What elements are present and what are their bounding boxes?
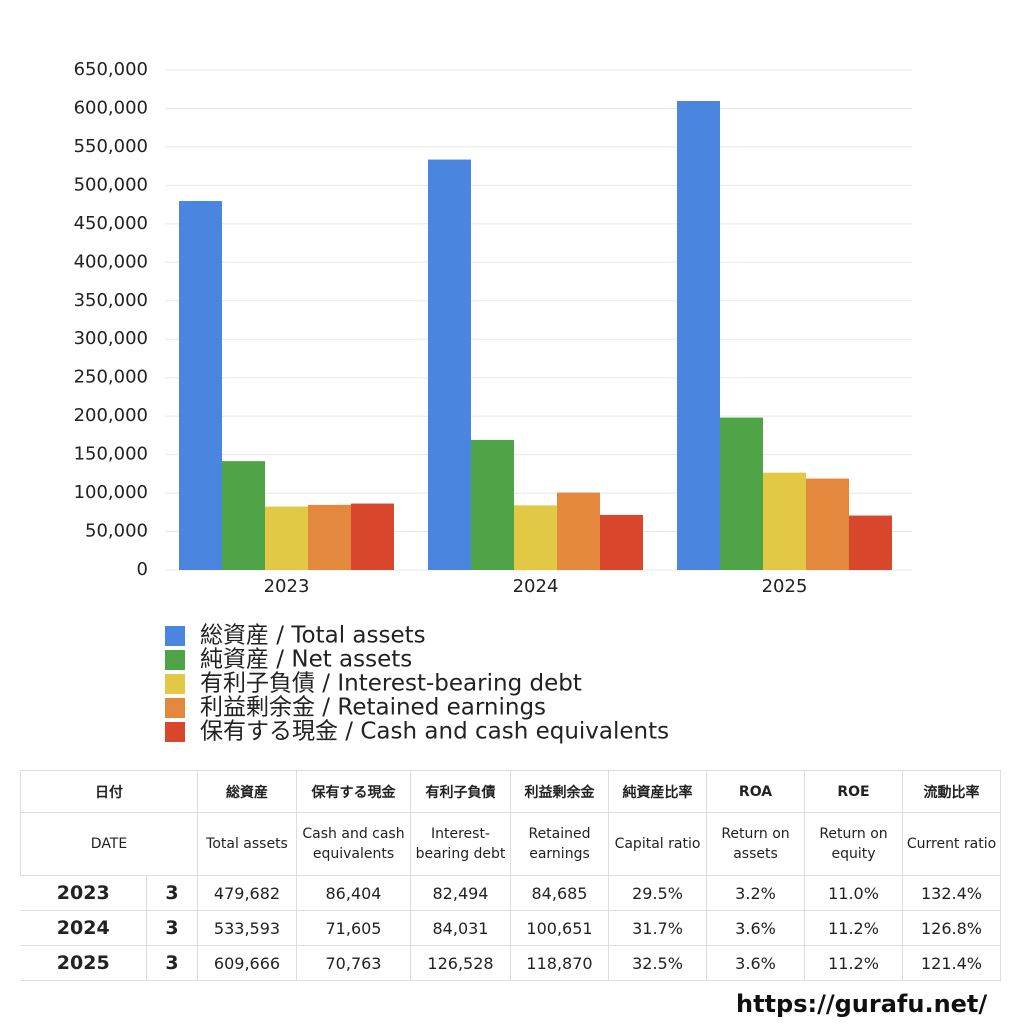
bar xyxy=(557,492,600,570)
value-cell: 84,685 xyxy=(510,875,609,911)
bar xyxy=(806,478,849,570)
x-tick-label: 2023 xyxy=(264,576,310,597)
bar xyxy=(514,505,557,570)
header-cell-ja: 日付 xyxy=(20,770,198,813)
year-cell: 2023 xyxy=(20,875,147,911)
value-cell: 84,031 xyxy=(410,910,511,946)
y-tick-label: 400,000 xyxy=(74,251,148,272)
value-cell: 126,528 xyxy=(410,945,511,981)
bar xyxy=(308,504,351,570)
y-tick-label: 600,000 xyxy=(74,97,148,118)
value-cell: 533,593 xyxy=(197,910,297,946)
bar xyxy=(265,506,308,570)
header-cell-en: DATE xyxy=(20,812,198,876)
legend-swatch xyxy=(165,674,185,694)
header-cell-en: Return on equity xyxy=(804,812,903,876)
bar xyxy=(179,201,222,570)
value-cell: 126.8% xyxy=(902,910,1001,946)
bar xyxy=(600,514,643,570)
value-cell: 479,682 xyxy=(197,875,297,911)
legend-label: 保有する現金 / Cash and cash equivalents xyxy=(200,719,669,745)
legend-label: 有利子負債 / Interest-bearing debt xyxy=(200,671,582,697)
bar xyxy=(471,439,514,570)
value-cell: 71,605 xyxy=(296,910,411,946)
header-cell-en: Current ratio xyxy=(902,812,1001,876)
header-cell-ja: 保有する現金 xyxy=(296,770,411,813)
header-cell-ja: 流動比率 xyxy=(902,770,1001,813)
value-cell: 31.7% xyxy=(608,910,707,946)
y-tick-label: 50,000 xyxy=(85,521,148,542)
legend-swatch xyxy=(165,626,185,646)
header-cell-ja: ROA xyxy=(706,770,805,813)
header-cell-ja: 純資産比率 xyxy=(608,770,707,813)
y-tick-label: 500,000 xyxy=(74,174,148,195)
legend-swatch xyxy=(165,722,185,742)
legend-label: 純資産 / Net assets xyxy=(200,647,412,673)
bar xyxy=(720,417,763,570)
legend-label: 総資産 / Total assets xyxy=(200,623,426,649)
value-cell: 118,870 xyxy=(510,945,609,981)
value-cell: 100,651 xyxy=(510,910,609,946)
year-cell: 2025 xyxy=(20,945,147,981)
chart: 0 50,000 100,000 150,000 200,000 250,000 300,0… xyxy=(74,59,912,745)
header-cell-en: Total assets xyxy=(197,812,297,876)
value-cell: 3.6% xyxy=(706,910,805,946)
header-cell-ja: ROE xyxy=(804,770,903,813)
y-tick-label: 300,000 xyxy=(74,328,148,349)
value-cell: 29.5% xyxy=(608,875,707,911)
y-tick-label: 0 xyxy=(137,559,148,580)
value-cell: 70,763 xyxy=(296,945,411,981)
footer-url: https://gurafu.net/ xyxy=(736,990,988,1018)
legend-swatch xyxy=(165,698,185,718)
header-cell-en: Return on assets xyxy=(706,812,805,876)
bar xyxy=(428,159,471,571)
value-cell: 11.2% xyxy=(804,910,903,946)
x-tick-label: 2025 xyxy=(762,576,808,597)
value-cell: 132.4% xyxy=(902,875,1001,911)
header-cell-ja: 総資産 xyxy=(197,770,297,813)
y-tick-label: 350,000 xyxy=(74,290,148,311)
month-cell: 3 xyxy=(146,910,198,946)
value-cell: 11.0% xyxy=(804,875,903,911)
y-tick-label: 100,000 xyxy=(74,482,148,503)
bar xyxy=(351,503,394,570)
y-tick-label: 450,000 xyxy=(74,213,148,234)
value-cell: 86,404 xyxy=(296,875,411,911)
month-cell: 3 xyxy=(146,945,198,981)
y-tick-label: 200,000 xyxy=(74,405,148,426)
bar xyxy=(222,461,265,570)
header-cell-ja: 有利子負債 xyxy=(410,770,511,813)
data-table: 日付 総資産 保有する現金 有利子負債 利益剰余金 純資産比率 ROA ROE 流動比率 DATE… xyxy=(20,770,1001,981)
y-tick-label: 250,000 xyxy=(74,367,148,388)
y-tick-label: 550,000 xyxy=(74,136,148,157)
year-cell: 2024 xyxy=(20,910,147,946)
value-cell: 121.4% xyxy=(902,945,1001,981)
bar xyxy=(677,101,720,570)
y-tick-label: 650,000 xyxy=(74,59,148,80)
bar xyxy=(763,472,806,570)
header-cell-en: Interest-bearing debt xyxy=(410,812,511,876)
value-cell: 11.2% xyxy=(804,945,903,981)
header-cell-en: Retained earnings xyxy=(510,812,609,876)
value-cell: 609,666 xyxy=(197,945,297,981)
value-cell: 3.2% xyxy=(706,875,805,911)
header-cell-en: Capital ratio xyxy=(608,812,707,876)
value-cell: 32.5% xyxy=(608,945,707,981)
y-tick-label: 150,000 xyxy=(74,444,148,465)
x-tick-label: 2024 xyxy=(513,576,559,597)
month-cell: 3 xyxy=(146,875,198,911)
legend-swatch xyxy=(165,650,185,670)
legend-label: 利益剰余金 / Retained earnings xyxy=(200,695,546,721)
value-cell: 82,494 xyxy=(410,875,511,911)
header-cell-ja: 利益剰余金 xyxy=(510,770,609,813)
value-cell: 3.6% xyxy=(706,945,805,981)
header-cell-en: Cash and cash equivalents xyxy=(296,812,411,876)
bar xyxy=(849,515,892,570)
